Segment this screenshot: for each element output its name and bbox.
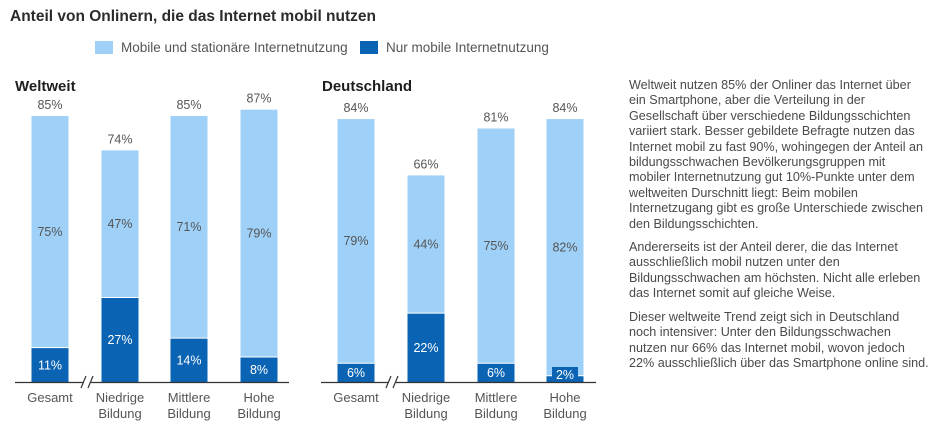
category-label-line: Mittlere [168,390,211,405]
value-label-mobile-stationary-deutschland-3: 82% [552,240,577,254]
category-label-line: Gesamt [333,390,379,405]
category-label-line: Hohe [243,390,274,405]
bar-mobile-only-weltweit-1 [101,297,139,382]
value-label-mobile-only-weltweit-2: 14% [176,354,201,368]
bar-mobile-stationary-deutschland-0 [337,119,375,382]
value-label-mobile-stationary-weltweit-0: 75% [37,225,62,239]
bar-mobile-only-weltweit-0 [31,347,69,382]
legend-item-mobile-stationary: Mobile und stationäre Internetnutzung [95,40,348,55]
bar-charts: Weltweit 85% 75% 11% Gesamt 74% 47% 27% Niedrige… [15,78,596,421]
category-label-line: Bildung [167,406,210,421]
total-label-deutschland-0: 84% [343,101,368,115]
category-label-deutschland-3: Hohe Bildung [543,390,586,421]
category-label-line: Bildung [98,406,141,421]
value-label-mobile-stationary-deutschland-2: 75% [483,239,508,253]
paragraph-3: Dieser weltweite Trend zeigt sich in Deu… [629,309,929,370]
total-label-weltweit-0: 85% [37,98,62,112]
value-label-mobile-stationary-weltweit-1: 47% [107,217,132,231]
total-label-deutschland-2: 81% [483,110,508,124]
value-label-mobile-only-deutschland-0: 6% [347,366,365,380]
bar-mobile-only-weltweit-2 [170,338,208,382]
category-label-deutschland-2: Mittlere Bildung [474,390,517,421]
total-label-weltweit-3: 87% [246,92,271,106]
legend-item-mobile-only: Nur mobile Internetnutzung [360,40,549,55]
bar-mobile-stationary-deutschland-2 [477,128,515,382]
category-label-weltweit-3: Hohe Bildung [237,390,280,421]
category-label-line: Niedrige [402,390,450,405]
axis-break-mark-deutschland [392,375,399,389]
value-label-mobile-only-weltweit-3: 8% [250,363,268,377]
axis-break-gap-weltweit [83,377,91,387]
axis-break-mark-weltweit [87,375,94,389]
axis-break-gap-deutschland [388,377,396,387]
bar-mobile-stationary-deutschland-3 [546,119,584,382]
total-label-weltweit-1: 74% [107,132,132,146]
category-label-line: Niedrige [96,390,144,405]
value-label-mobile-stationary-deutschland-1: 44% [413,237,438,251]
legend-swatch-dark [360,41,378,54]
value-label-mobile-stationary-deutschland-0: 79% [343,234,368,248]
value-label-mobile-only-weltweit-1: 27% [107,333,132,347]
category-label-weltweit-1: Niedrige Bildung [96,390,144,421]
category-label-line: Bildung [237,406,280,421]
category-label-deutschland-0: Gesamt [333,390,379,405]
category-label-line: Hohe [549,390,580,405]
legend-label-mobile-only: Nur mobile Internetnutzung [386,40,549,55]
axis-break-mark-deutschland [385,375,392,389]
value-label-mobile-only-deutschland-2: 6% [487,366,505,380]
legend-label-mobile-stationary: Mobile und stationäre Internetnutzung [121,40,348,55]
bar-mobile-only-deutschland-0 [337,363,375,382]
category-label-line: Bildung [543,406,586,421]
paragraph-1: Weltweit nutzen 85% der Onliner das Inte… [629,78,924,231]
value-label-mobile-stationary-weltweit-3: 79% [246,226,271,240]
bar-mobile-only-deutschland-1 [407,313,445,382]
total-label-deutschland-1: 66% [413,157,438,171]
chart-title: Anteil von Onlinern, die das Internet mo… [10,8,376,25]
value-label-mobile-stationary-weltweit-2: 71% [176,220,201,234]
category-label-line: Gesamt [27,390,73,405]
category-label-line: Bildung [404,406,447,421]
value-label-mobile-only-weltweit-0: 11% [38,358,62,372]
category-label-line: Bildung [474,406,517,421]
value-label-mobile-only-deutschland-3: 2% [556,368,574,382]
bar-mobile-stationary-weltweit-0 [31,115,69,382]
value-label-mobile-only-deutschland-1: 22% [413,341,438,355]
legend-swatch-light [95,41,113,54]
category-label-deutschland-1: Niedrige Bildung [402,390,450,421]
total-label-deutschland-3: 84% [552,101,577,115]
category-label-weltweit-2: Mittlere Bildung [167,390,210,421]
text-panel: Weltweit nutzen 85% der Onliner das Inte… [629,78,929,379]
bar-mobile-stationary-weltweit-2 [170,115,208,382]
category-label-weltweit-0: Gesamt [27,390,73,405]
axis-break-mark-weltweit [80,375,87,389]
paragraph-2: Andererseits ist der Anteil derer, die d… [629,240,921,301]
total-label-weltweit-2: 85% [176,98,201,112]
panel-title-weltweit: Weltweit [15,78,76,95]
bar-mobile-only-weltweit-3 [240,356,278,382]
bar-mobile-stationary-weltweit-3 [240,109,278,382]
bar-mobile-only-deutschland-2 [477,363,515,382]
panel-title-deutschland: Deutschland [322,78,412,95]
category-label-line: Mittlere [475,390,518,405]
value-box-mobile-only-deutschland-3 [552,367,578,382]
